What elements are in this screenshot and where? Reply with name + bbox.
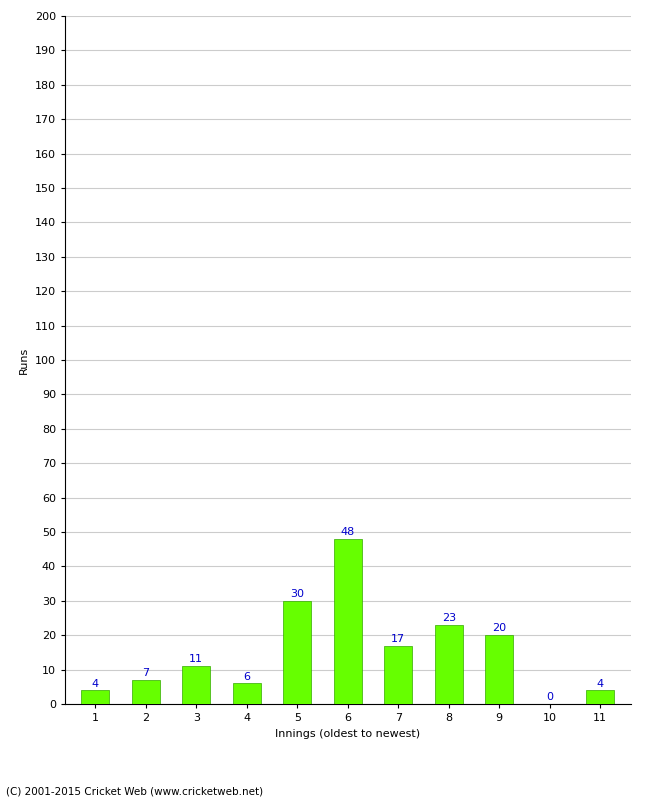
Bar [233,683,261,704]
Bar [81,690,109,704]
Bar [334,539,361,704]
Bar [486,635,513,704]
Text: 4: 4 [92,678,99,689]
Bar [435,625,463,704]
Bar [586,690,614,704]
Bar [283,601,311,704]
Text: 4: 4 [597,678,604,689]
Text: 20: 20 [492,623,506,634]
Bar [132,680,160,704]
Bar [183,666,210,704]
Text: 7: 7 [142,668,150,678]
Text: 17: 17 [391,634,406,644]
X-axis label: Innings (oldest to newest): Innings (oldest to newest) [275,729,421,738]
Text: 6: 6 [243,672,250,682]
Y-axis label: Runs: Runs [20,346,29,374]
Bar [384,646,412,704]
Text: 0: 0 [546,692,553,702]
Text: 23: 23 [441,613,456,623]
Text: 48: 48 [341,527,355,537]
Text: 11: 11 [189,654,203,665]
Text: 30: 30 [291,589,304,599]
Text: (C) 2001-2015 Cricket Web (www.cricketweb.net): (C) 2001-2015 Cricket Web (www.cricketwe… [6,786,264,796]
